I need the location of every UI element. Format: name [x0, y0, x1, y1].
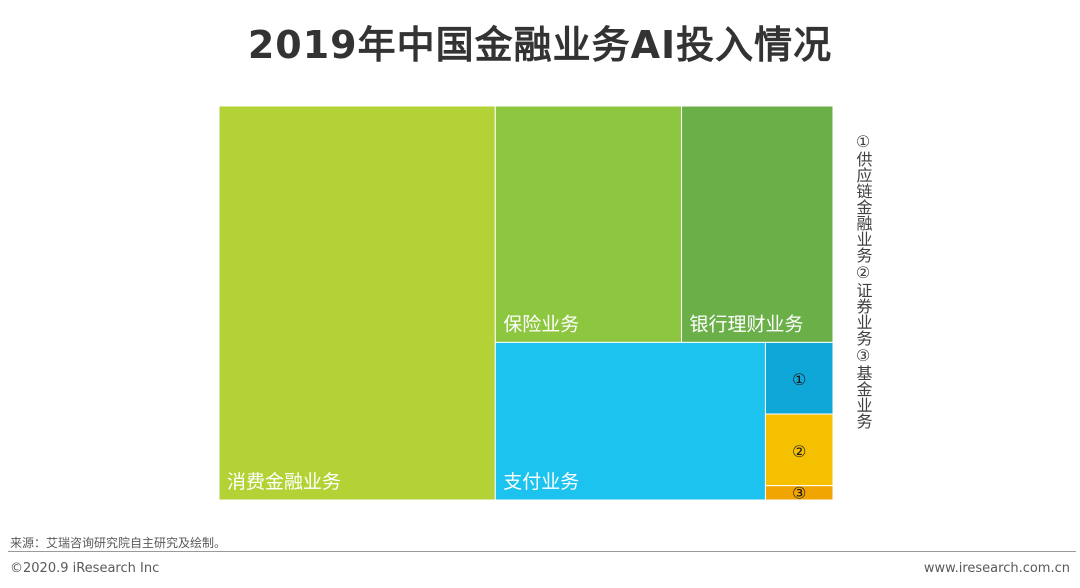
legend-item-3: ③ 基金业务	[848, 346, 878, 429]
treemap-label-7: ③	[792, 484, 806, 503]
legend: ① 供应链金融业务 ② 证券业务 ③ 基金业务	[848, 132, 878, 429]
treemap-label-3: 银行理财业务	[690, 313, 804, 335]
chart-title: 2019年中国金融业务AI投入情况	[247, 23, 833, 67]
treemap-cell-4	[494, 341, 766, 501]
copyright: ©2020.9 iResearch Inc	[10, 561, 160, 576]
legend-label-3: 基金业务	[853, 365, 873, 429]
treemap-label-6: ②	[792, 442, 806, 461]
treemap-label-4: 支付业务	[503, 471, 579, 493]
treemap-cell-7	[764, 485, 834, 501]
website-url: www.iresearch.com.cn	[923, 561, 1070, 576]
legend-item-1: ① 供应链金融业务	[848, 132, 878, 263]
legend-item-2: ② 证券业务	[848, 263, 878, 346]
treemap-label-1: 消费金融业务	[227, 471, 341, 493]
legend-num-1: ①	[855, 132, 871, 151]
treemap-cell-2	[494, 105, 683, 343]
legend-label-2: 证券业务	[853, 282, 873, 346]
treemap-cell-5	[764, 341, 834, 415]
treemap-cell-1	[218, 105, 496, 501]
treemap-cell-6	[764, 413, 834, 487]
source-note: 来源：艾瑞咨询研究院自主研究及绘制。	[10, 536, 227, 550]
treemap-label-5: ①	[792, 370, 806, 389]
footer-divider	[8, 551, 1076, 552]
treemap-cell-3	[681, 105, 834, 343]
legend-num-2: ②	[855, 263, 871, 282]
treemap-label-2: 保险业务	[503, 313, 579, 335]
legend-label-1: 供应链金融业务	[853, 151, 873, 263]
legend-num-3: ③	[855, 346, 871, 365]
